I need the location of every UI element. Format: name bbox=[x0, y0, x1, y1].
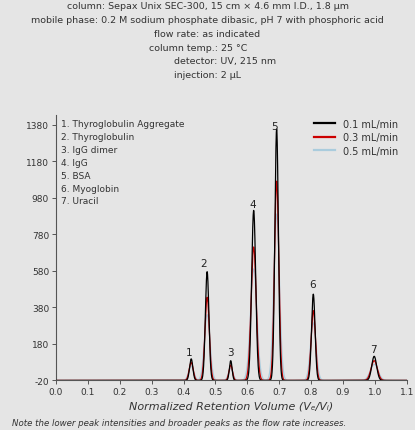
Legend: 0.1 mL/min, 0.3 mL/min, 0.5 mL/min: 0.1 mL/min, 0.3 mL/min, 0.5 mL/min bbox=[310, 116, 402, 160]
Text: 3: 3 bbox=[227, 347, 234, 357]
X-axis label: Normalized Retention Volume (Vₑ/Vᵢ): Normalized Retention Volume (Vₑ/Vᵢ) bbox=[129, 401, 334, 411]
Text: 7: 7 bbox=[370, 344, 377, 354]
Text: 4: 4 bbox=[249, 199, 256, 209]
Text: Note the lower peak intensities and broader peaks as the flow rate increases.: Note the lower peak intensities and broa… bbox=[12, 418, 347, 427]
Text: detector: UV, 215 nm: detector: UV, 215 nm bbox=[174, 57, 276, 66]
Text: flow rate: as indicated: flow rate: as indicated bbox=[154, 30, 261, 39]
Text: column temp.: 25 °C: column temp.: 25 °C bbox=[149, 43, 248, 52]
Text: 1. Thyroglobulin Aggregate
2. Thyroglobulin
3. IgG dimer
4. IgG
5. BSA
6. Myoglo: 1. Thyroglobulin Aggregate 2. Thyroglobu… bbox=[61, 120, 185, 206]
Text: 5: 5 bbox=[271, 122, 278, 132]
Text: 1: 1 bbox=[186, 347, 192, 357]
Text: injection: 2 μL: injection: 2 μL bbox=[174, 71, 241, 80]
Text: 6: 6 bbox=[310, 280, 316, 290]
Text: column: Sepax Unix SEC-300, 15 cm × 4.6 mm I.D., 1.8 μm: column: Sepax Unix SEC-300, 15 cm × 4.6 … bbox=[66, 2, 349, 11]
Text: mobile phase: 0.2 M sodium phosphate dibasic, pH 7 with phosphoric acid: mobile phase: 0.2 M sodium phosphate dib… bbox=[31, 16, 384, 25]
Text: 2: 2 bbox=[200, 258, 207, 268]
